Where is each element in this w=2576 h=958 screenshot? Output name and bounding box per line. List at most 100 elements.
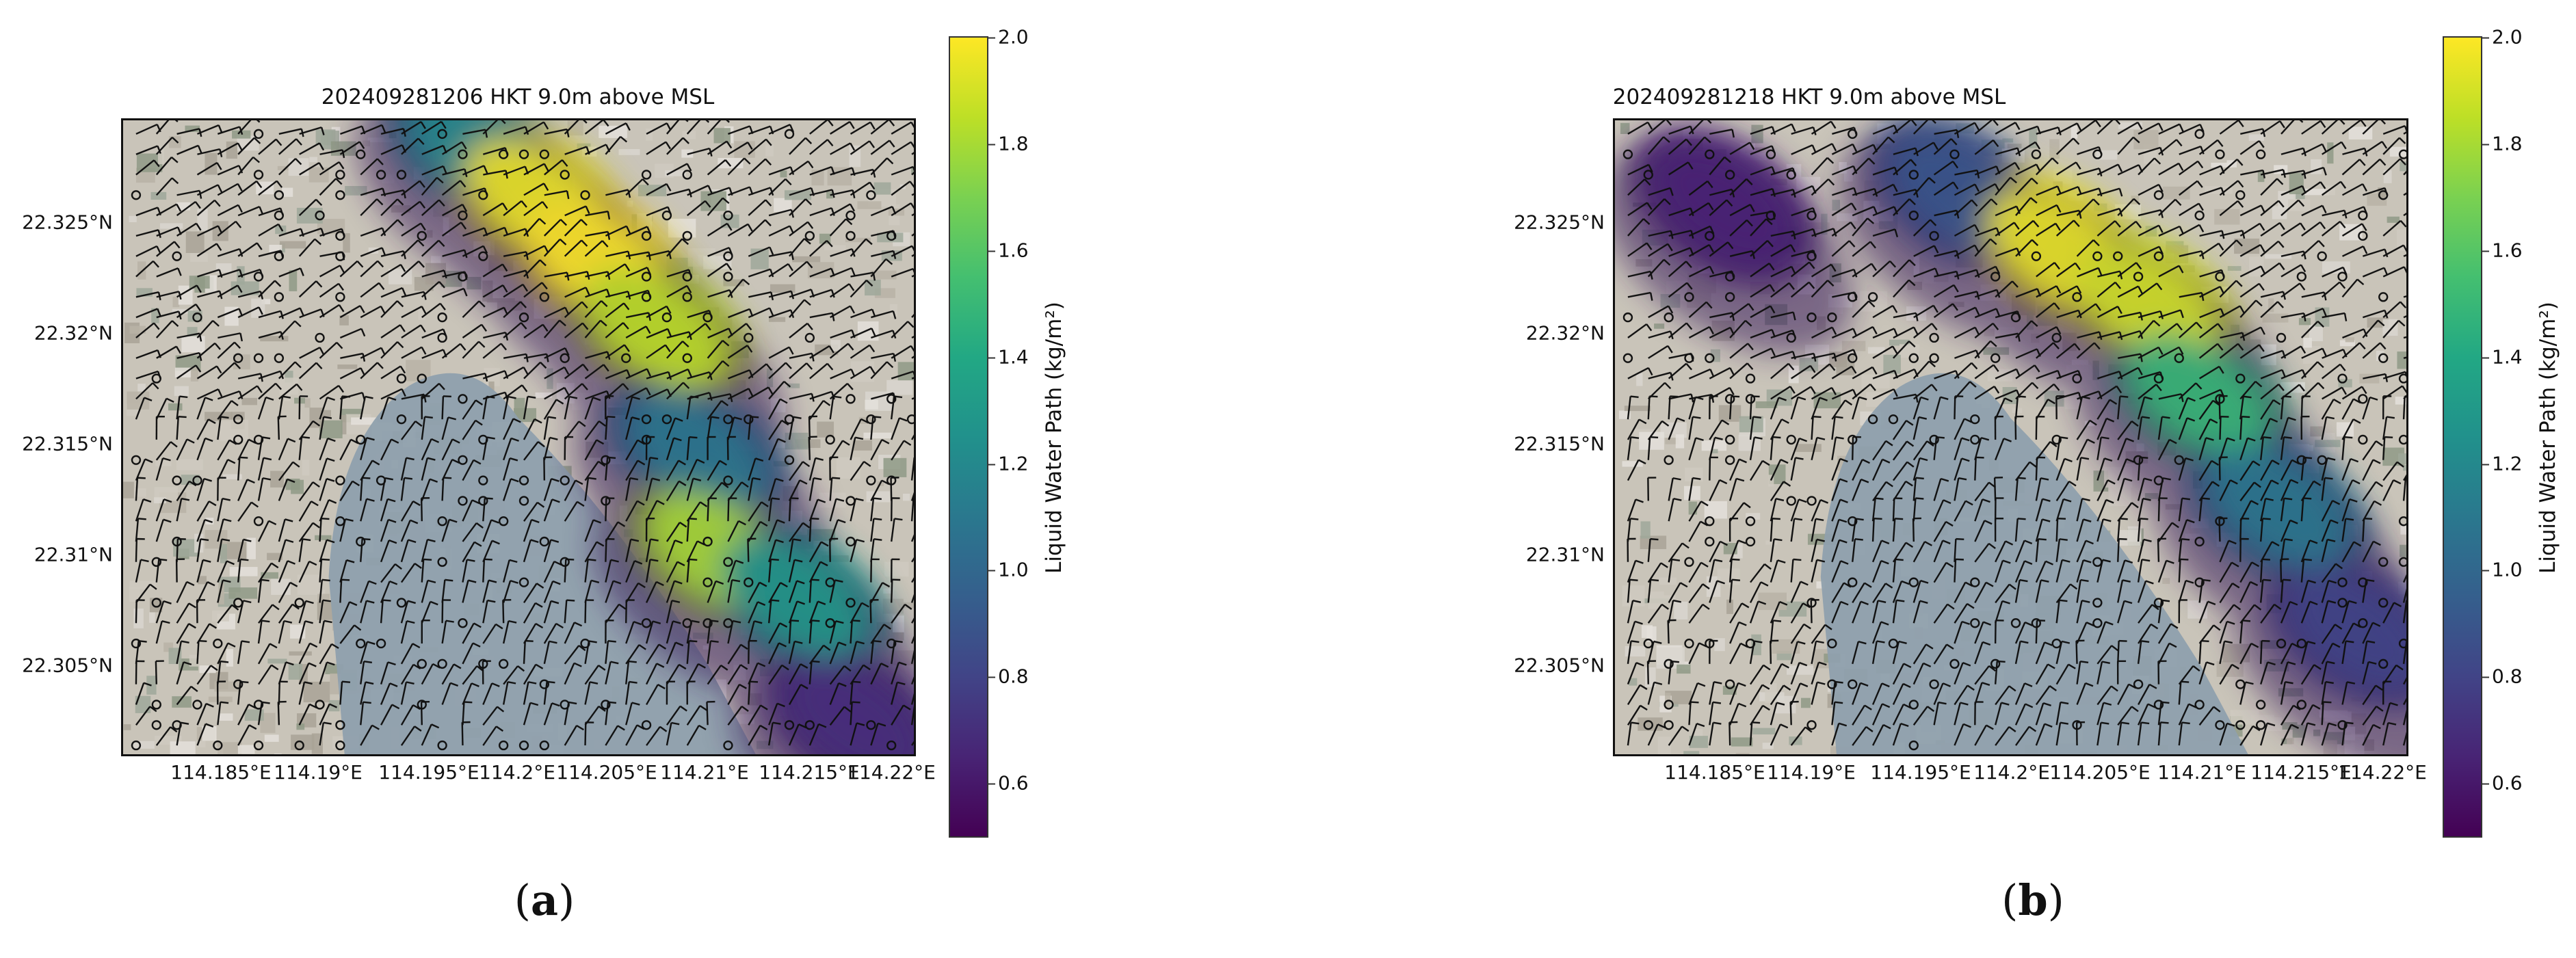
wind-barb	[176, 481, 190, 502]
wind-barb	[156, 226, 179, 237]
building-block	[1629, 678, 1638, 686]
wind-barb	[2300, 498, 2304, 522]
calm-circle	[458, 210, 468, 221]
wind-barb	[2055, 559, 2063, 583]
wind-barb-flag	[228, 439, 237, 445]
wind-barb	[400, 704, 414, 726]
calm-circle	[784, 455, 795, 465]
building-block	[190, 367, 198, 382]
wind-barb	[2035, 539, 2040, 562]
wind-barb	[707, 360, 724, 380]
wind-barb	[1954, 326, 1976, 339]
wind-barb-flag	[2372, 459, 2381, 464]
wind-barb-flag	[1926, 440, 1934, 447]
wind-barb	[584, 519, 594, 542]
wind-barb	[217, 308, 240, 319]
wind-barb-flag	[203, 477, 212, 482]
wind-barb	[1729, 178, 1748, 196]
wind-barb	[584, 364, 605, 380]
wind-barb	[625, 661, 630, 684]
wind-barb	[584, 477, 590, 501]
wind-barb-flag	[740, 643, 748, 650]
wind-barb-flag	[207, 418, 216, 424]
building-block	[2262, 313, 2289, 323]
wind-barb	[646, 388, 668, 400]
wind-barb	[2220, 230, 2243, 237]
wind-barb-flag	[2358, 159, 2366, 166]
wind-barb-flag	[1995, 308, 2001, 317]
wind-barb-flag	[1920, 579, 1929, 584]
wind-barb-flag	[462, 204, 468, 212]
wind-barb-flag	[865, 238, 873, 245]
building-block	[2322, 261, 2350, 274]
wind-barb	[401, 137, 419, 155]
wind-barb-flag	[259, 206, 264, 215]
building-block	[1657, 736, 1671, 754]
wind-barb	[2055, 481, 2070, 502]
wind-barb-flag	[1933, 245, 1939, 254]
wind-barb-flag	[741, 481, 749, 488]
wind-barb-flag	[1880, 621, 1889, 626]
wind-barb	[788, 461, 804, 481]
wind-barb-flag	[542, 323, 549, 332]
wind-barb-flag	[811, 518, 819, 520]
calm-circle	[906, 414, 914, 425]
wind-barb	[502, 396, 509, 420]
calm-circle	[417, 230, 427, 241]
wind-barb-flag	[1993, 120, 1999, 127]
wind-barb	[420, 702, 423, 726]
wind-barb	[319, 540, 328, 563]
calm-circle	[335, 740, 345, 751]
wind-barb-flag	[668, 371, 672, 380]
wind-barb-flag	[1781, 418, 1789, 424]
building-block	[291, 479, 304, 494]
wind-barb	[748, 219, 766, 237]
wind-barb-flag	[2374, 500, 2382, 506]
wind-barb-flag	[417, 239, 425, 247]
wind-barb-flag	[318, 162, 324, 170]
wind-barb	[768, 381, 785, 400]
wind-barb-flag	[190, 685, 198, 693]
wind-barb	[1688, 416, 1694, 440]
wind-barb-flag	[2080, 457, 2090, 460]
wind-barb	[2117, 198, 2135, 216]
wind-barb	[2178, 180, 2198, 196]
wind-barb	[788, 620, 792, 644]
wind-barb-flag	[149, 706, 157, 713]
wind-barb	[237, 501, 252, 522]
calm-circle	[172, 251, 182, 261]
wind-barb-flag	[2016, 248, 2021, 256]
wind-barb-flag	[215, 243, 222, 251]
wind-barb	[2281, 185, 2303, 196]
wind-barb	[768, 622, 781, 644]
wind-barb-flag	[631, 396, 640, 400]
wind-barb	[196, 225, 219, 237]
wind-barb-flag	[2174, 198, 2182, 207]
wind-barb-flag	[2309, 600, 2318, 606]
building-block	[723, 279, 745, 287]
wind-barb	[1668, 230, 1692, 237]
wind-barb	[217, 416, 222, 440]
wind-barb-flag	[842, 440, 850, 446]
wind-barb	[2239, 396, 2244, 420]
wind-barb	[2014, 622, 2026, 644]
wind-barb	[1749, 641, 1755, 665]
wind-barb-flag	[673, 437, 682, 442]
building-block	[228, 587, 258, 599]
calm-circle	[1848, 577, 1858, 587]
wind-barb	[258, 223, 279, 237]
wind-barb	[135, 123, 158, 135]
building-block	[176, 202, 190, 211]
wind-barb-flag	[2098, 168, 2103, 176]
wind-barb-flag	[785, 178, 792, 186]
lwp-core-cell	[722, 536, 868, 658]
calm-circle	[866, 190, 876, 200]
wind-barb-flag	[417, 137, 425, 145]
wind-barb-flag	[555, 399, 564, 405]
wind-barb	[1852, 187, 1876, 196]
wind-barb-flag	[1749, 204, 1755, 213]
wind-barb	[1893, 198, 1910, 216]
wind-barb-flag	[1778, 397, 1787, 401]
wind-barb	[1647, 120, 1666, 135]
wind-barb-flag	[2104, 457, 2113, 462]
